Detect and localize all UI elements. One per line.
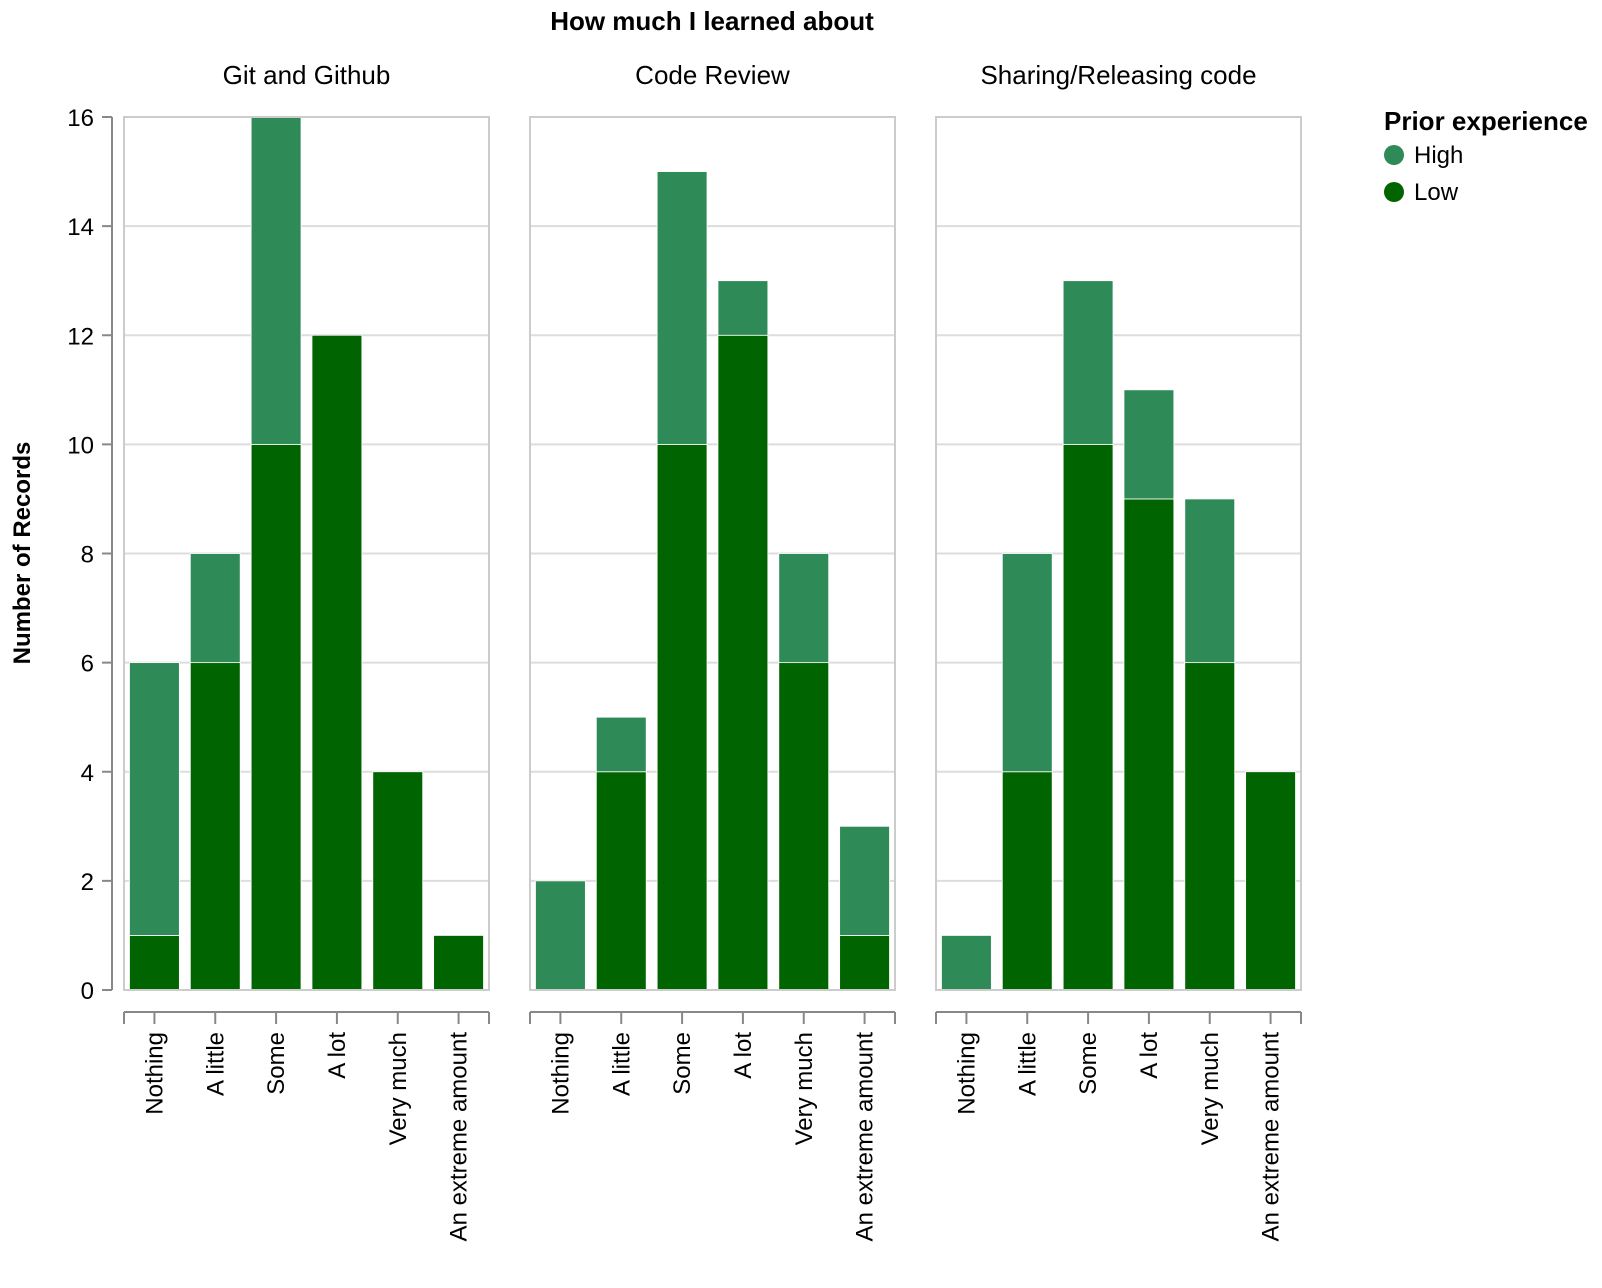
x-tick-label: Very much: [385, 1032, 412, 1145]
legend-label-low: Low: [1414, 179, 1459, 206]
y-tick-label: 16: [67, 105, 94, 132]
bar-segment-high: [1184, 498, 1236, 664]
bar-segment-low: [250, 443, 302, 991]
legend-label-high: High: [1414, 142, 1463, 169]
facet-frame: [123, 116, 490, 991]
y-tick-label: 12: [67, 323, 94, 350]
bar-segment-low: [129, 935, 180, 991]
legend-swatch-high: [1384, 145, 1404, 165]
y-tick-label: 10: [67, 432, 94, 459]
bar-segment-low: [778, 662, 830, 991]
x-tick-label: Some: [1075, 1032, 1102, 1095]
bar-segment-low: [656, 443, 708, 991]
facet-panels: 0 2 4 6 8 10 12 14 16 Git and Github Nothing A litt…: [67, 60, 1302, 1242]
facet-panel: Sharing/Releasing code Nothing A little Som…: [935, 60, 1302, 1242]
y-tick-label: 4: [81, 760, 94, 787]
bar-segment-high: [250, 116, 302, 445]
y-tick-label: 2: [81, 869, 94, 896]
y-tick-label: 14: [67, 214, 94, 241]
bar-segment-high: [1001, 553, 1053, 773]
x-tick-label: Nothing: [141, 1032, 168, 1115]
bar-segment-high: [129, 662, 180, 936]
bar-segment-high: [189, 553, 241, 664]
bar-segment-low: [1001, 771, 1053, 991]
bar-segment-high: [839, 825, 890, 936]
y-axis: 0 2 4 6 8 10 12 14 16: [67, 105, 113, 1005]
x-tick-label: Some: [669, 1032, 696, 1095]
bar-segment-low: [311, 334, 363, 991]
y-tick-label: 8: [81, 542, 94, 569]
bar-segment-low: [372, 771, 424, 991]
facet-title: Git and Github: [223, 60, 391, 90]
bar-segment-high: [941, 935, 992, 991]
facet-title: Sharing/Releasing code: [980, 60, 1256, 90]
x-tick-label: A little: [1014, 1032, 1041, 1096]
bar-segment-high: [1123, 389, 1175, 500]
facet-panel: Code Review Nothing A little Some A lot Very …: [529, 60, 896, 1242]
bar-segment-low: [1062, 443, 1114, 991]
x-tick-label: Nothing: [547, 1032, 574, 1115]
x-tick-label: Very much: [791, 1032, 818, 1145]
bar-segment-high: [778, 553, 830, 664]
x-tick-label: Very much: [1197, 1032, 1224, 1145]
legend-title: Prior experience: [1384, 106, 1588, 136]
x-tick-label: A little: [608, 1032, 635, 1096]
x-tick-label: A lot: [730, 1032, 757, 1079]
bar-segment-low: [1184, 662, 1236, 991]
x-tick-label: An extreme amount: [1258, 1032, 1285, 1242]
bar-segment-low: [433, 935, 484, 991]
bar-segment-high: [535, 880, 586, 991]
bar-segment-low: [1245, 771, 1296, 991]
bar-segment-high: [1062, 280, 1114, 445]
y-tick-label: 6: [81, 651, 94, 678]
y-tick-label: 0: [81, 978, 94, 1005]
x-tick-label: A little: [202, 1032, 229, 1096]
bar-segment-high: [656, 171, 708, 445]
legend: Prior experience High Low: [1384, 106, 1588, 206]
bar-segment-low: [1123, 498, 1175, 991]
bar-segment-low: [839, 935, 890, 991]
x-tick-label: Nothing: [953, 1032, 980, 1115]
chart-title: How much I learned about: [550, 6, 874, 36]
x-tick-label: An extreme amount: [852, 1032, 879, 1242]
y-axis-label: Number of Records: [9, 442, 36, 665]
legend-swatch-low: [1384, 182, 1404, 202]
x-tick-label: A lot: [1136, 1032, 1163, 1079]
bar-segment-low: [189, 662, 241, 991]
x-tick-label: Some: [263, 1032, 290, 1095]
facet-frame: [529, 116, 896, 991]
facet-panel: Git and Github Nothing A little Some A lot Ve…: [123, 60, 490, 1242]
bar-segment-high: [595, 716, 647, 773]
bar-segment-low: [717, 334, 769, 991]
bar-segment-high: [717, 280, 769, 336]
bar-segment-low: [595, 771, 647, 991]
x-tick-label: A lot: [324, 1032, 351, 1079]
x-tick-label: An extreme amount: [446, 1032, 473, 1242]
facet-frame: [935, 116, 1302, 991]
facet-title: Code Review: [635, 60, 790, 90]
